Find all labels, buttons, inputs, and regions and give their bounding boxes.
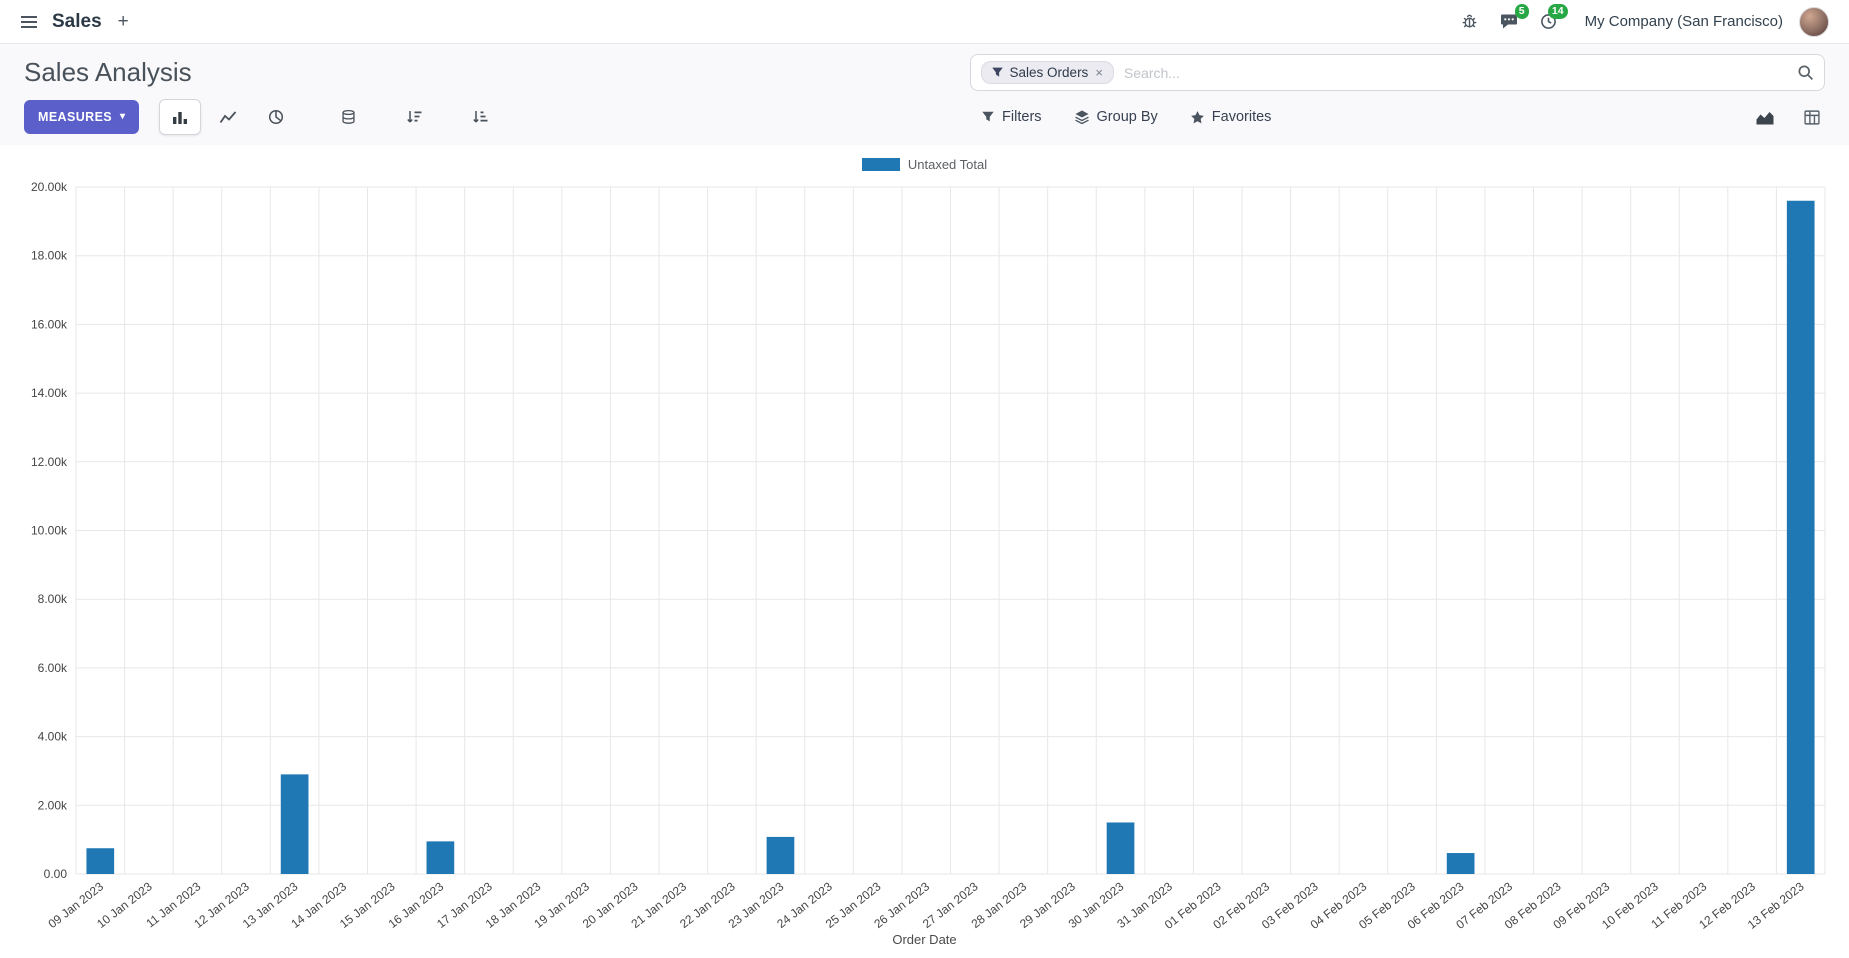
pie-chart-button[interactable] — [255, 99, 297, 135]
bar[interactable] — [280, 774, 309, 874]
legend-color-swatch — [861, 157, 900, 171]
y-tick-label: 10.00k — [31, 524, 68, 538]
bar[interactable] — [1106, 822, 1135, 874]
app-name[interactable]: Sales — [52, 10, 102, 32]
y-tick-label: 16.00k — [31, 317, 68, 331]
y-tick-label: 12.00k — [31, 455, 68, 469]
bar-chart-button[interactable] — [159, 99, 202, 135]
navbar-right: 5 14 My Company (San Francisco) — [1445, 4, 1829, 37]
bar[interactable] — [1786, 200, 1815, 875]
y-tick-label: 14.00k — [31, 386, 68, 400]
sort-ascending-icon — [472, 109, 489, 125]
messages-button[interactable]: 5 — [1494, 4, 1529, 36]
group-by-label: Group By — [1096, 109, 1158, 125]
stacked-icon — [341, 109, 356, 125]
new-button[interactable]: + — [112, 6, 135, 37]
activities-badge: 14 — [1547, 4, 1568, 19]
page-title: Sales Analysis — [24, 57, 192, 87]
chart-area: Untaxed Total 0.00 2.00k 4.00k 6.00k 8.00k 10… — [0, 145, 1849, 958]
messages-badge: 5 — [1514, 4, 1529, 19]
stacked-toggle-button[interactable] — [327, 99, 369, 135]
chat-icon — [1500, 13, 1518, 30]
filters-label: Filters — [1002, 109, 1042, 125]
search-bar[interactable]: Sales Orders × — [969, 54, 1825, 91]
y-tick-label: 2.00k — [38, 798, 68, 812]
apps-menu-button[interactable] — [14, 9, 44, 35]
facet-remove-button[interactable]: × — [1095, 65, 1103, 80]
bar-chart-icon — [171, 109, 189, 125]
line-chart-icon — [219, 109, 237, 125]
hamburger-icon — [20, 15, 38, 29]
bar-chart[interactable]: 0.00 2.00k 4.00k 6.00k 8.00k 10.00k 12.00k 14.0… — [12, 179, 1837, 932]
sort-descending-button[interactable] — [393, 99, 435, 135]
pivot-table-icon — [1803, 109, 1821, 126]
caret-down-icon: ▾ — [120, 111, 126, 122]
debug-button[interactable] — [1455, 7, 1484, 36]
x-axis-title: Order Date — [892, 932, 957, 947]
y-tick-label: 18.00k — [31, 249, 68, 263]
view-switcher — [1751, 105, 1825, 130]
star-icon — [1190, 110, 1205, 125]
plus-icon: + — [117, 11, 129, 32]
activities-button[interactable]: 14 — [1534, 4, 1568, 36]
measures-button[interactable]: Measures ▾ — [24, 100, 140, 134]
pie-chart-icon — [268, 109, 284, 125]
search-facet[interactable]: Sales Orders × — [980, 61, 1114, 84]
y-tick-label: 4.00k — [38, 730, 68, 744]
user-menu-button[interactable] — [1799, 6, 1829, 37]
favorites-button[interactable]: Favorites — [1182, 103, 1280, 131]
group-by-button[interactable]: Group By — [1066, 103, 1166, 131]
bar[interactable] — [766, 836, 795, 874]
chart-options-group — [327, 99, 501, 135]
filters-icon — [981, 110, 995, 124]
line-chart-button[interactable] — [207, 99, 249, 135]
favorites-label: Favorites — [1211, 109, 1272, 125]
navbar-left: Sales + — [14, 6, 135, 37]
bar[interactable] — [426, 841, 455, 874]
pivot-view-button[interactable] — [1799, 105, 1825, 130]
top-navbar: Sales + 5 — [0, 0, 1849, 44]
sort-descending-icon — [406, 109, 423, 125]
control-panel: Sales Analysis Sales Orders × — [0, 44, 1849, 145]
company-switcher[interactable]: My Company (San Francisco) — [1579, 9, 1789, 34]
control-panel-bottom-row: Measures ▾ — [24, 99, 1825, 135]
chart-legend[interactable]: Untaxed Total — [12, 149, 1837, 179]
layers-icon — [1074, 109, 1090, 125]
search-facet-label: Sales Orders — [1009, 65, 1089, 80]
filters-button[interactable]: Filters — [973, 103, 1049, 131]
bar[interactable] — [1446, 853, 1475, 874]
bar[interactable] — [86, 848, 115, 874]
control-panel-top-row: Sales Analysis Sales Orders × — [24, 54, 1825, 91]
graph-view-button[interactable] — [1751, 105, 1779, 130]
filter-icon — [991, 66, 1004, 79]
search-options-group: Filters Group By — [973, 103, 1279, 131]
search-input[interactable] — [1121, 63, 1789, 82]
y-tick-label: 20.00k — [31, 180, 68, 194]
bug-icon — [1461, 13, 1478, 30]
y-tick-label: 8.00k — [38, 592, 68, 606]
y-tick-label: 6.00k — [38, 661, 68, 675]
chart-type-group — [159, 99, 297, 135]
measures-label: Measures — [38, 110, 113, 124]
sort-ascending-button[interactable] — [459, 99, 501, 135]
legend-label: Untaxed Total — [907, 156, 988, 172]
y-tick-label: 0.00 — [44, 867, 68, 881]
search-icon[interactable] — [1797, 64, 1814, 81]
area-chart-icon — [1755, 109, 1775, 126]
avatar — [1799, 6, 1829, 37]
